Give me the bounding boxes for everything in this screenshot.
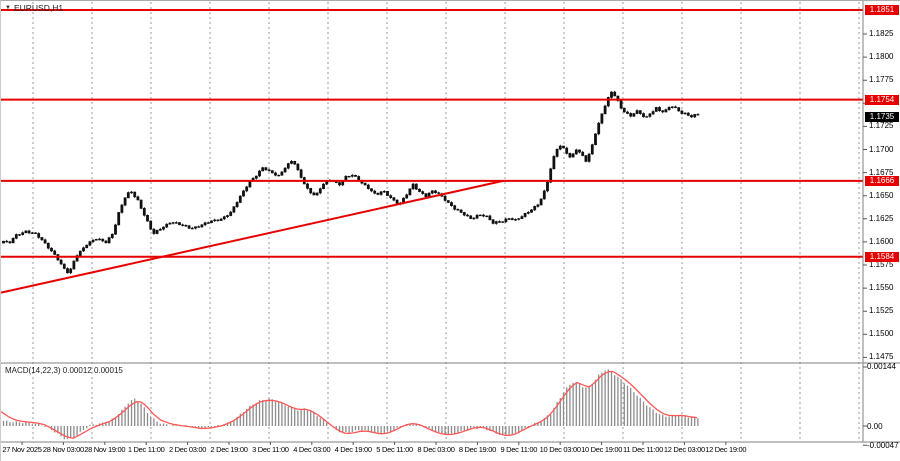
candle-wicks	[3, 90, 699, 275]
candle-bodies	[2, 91, 700, 274]
macd-axis-label: -0.00047	[867, 441, 899, 451]
price-tick-label: 1.1600	[869, 236, 894, 246]
price-tick-label: 1.1500	[869, 329, 894, 339]
time-tick-label: 12 Dec 19:00	[705, 445, 747, 454]
price-tick-label: 1.1625	[869, 213, 894, 223]
axis-ticks	[21, 33, 867, 446]
price-level-badge: 1.1851	[865, 4, 899, 15]
price-level-badge: 1.1584	[865, 251, 899, 262]
dropdown-triangle-icon[interactable]: ▼	[5, 5, 11, 11]
price-tick-label: 1.1775	[869, 75, 894, 85]
time-tick-label: 10 Dec 03:00	[539, 445, 581, 454]
grid-layer	[32, 2, 860, 442]
time-tick-label: 1 Dec 11:00	[127, 445, 165, 454]
current-price-badge: 1.1735	[865, 112, 899, 123]
time-tick-label: 3 Dec 11:00	[252, 445, 289, 454]
price-level-badge: 1.1754	[865, 94, 899, 105]
time-tick-label: 28 Nov 19:00	[84, 445, 126, 454]
symbol-text: EURUSD,H1	[13, 3, 64, 13]
trendline[interactable]	[1, 179, 504, 294]
price-tick-label: 1.1700	[869, 144, 894, 154]
time-tick-label: 11 Dec 11:00	[623, 445, 663, 454]
price-level-badge: 1.1666	[865, 175, 899, 186]
price-tick-label: 1.1525	[869, 306, 894, 316]
price-tick-label: 1.1650	[869, 190, 894, 200]
price-tick-label: 1.1575	[869, 260, 894, 269]
macd-indicator-label: MACD(14,22,3) 0.00012 0.00015	[5, 366, 123, 375]
price-tick-label: 1.1550	[869, 283, 894, 293]
time-tick-label: 9 Dec 11:00	[500, 445, 538, 454]
time-tick-label: 5 Dec 11:00	[376, 445, 413, 454]
time-tick-label: 28 Nov 03:00	[42, 445, 84, 454]
macd-signal-line	[1, 370, 698, 439]
time-tick-label: 4 Dec 03:00	[293, 445, 331, 454]
macd-histogram	[2, 369, 699, 440]
macd-axis-label: 0.00	[867, 422, 883, 431]
price-tick-label: 1.1800	[869, 52, 894, 62]
time-tick-label: 10 Dec 19:00	[581, 445, 623, 454]
time-tick-label: 8 Dec 19:00	[458, 445, 496, 454]
macd-axis-label: 0.00144	[867, 361, 896, 371]
price-tick-label: 1.1675	[869, 167, 894, 177]
price-tick-label: 1.1475	[869, 352, 894, 362]
price-tick-label: 1.1725	[869, 121, 894, 131]
time-tick-label: 2 Dec 03:00	[169, 445, 207, 454]
price-tick-label: 1.1825	[869, 29, 894, 38]
time-tick-label: 12 Dec 03:00	[663, 445, 705, 454]
time-tick-label: 27 Nov 2025	[2, 445, 42, 454]
symbol-label: ▼ EURUSD,H1	[5, 3, 63, 13]
time-tick-label: 4 Dec 19:00	[334, 445, 372, 454]
time-tick-label: 8 Dec 03:00	[417, 445, 455, 454]
time-tick-label: 2 Dec 19:00	[210, 445, 248, 454]
